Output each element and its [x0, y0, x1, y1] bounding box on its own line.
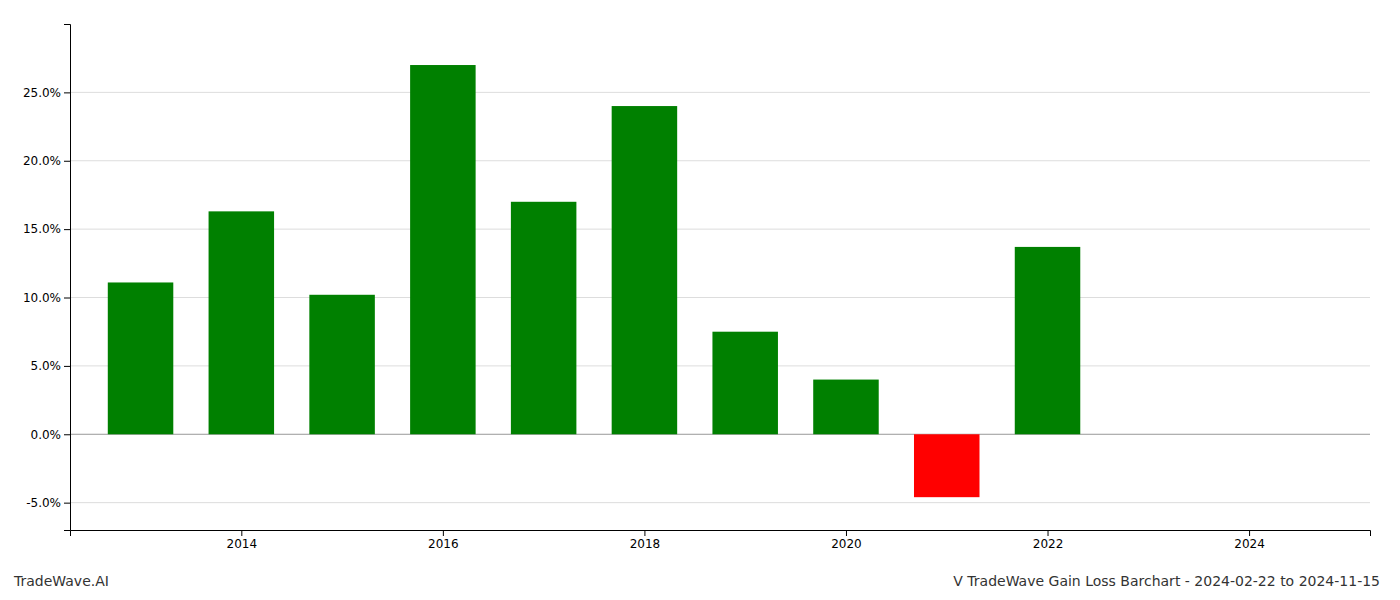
- grid-line: [70, 502, 1370, 503]
- y-tick-label: 5.0%: [31, 359, 62, 373]
- x-tick-mark: [1048, 530, 1049, 536]
- y-tick: -5.0%: [26, 496, 70, 510]
- y-tick-label: 15.0%: [23, 222, 61, 236]
- plot: 2014 2016 2018 2020 2022 2024 -5.0% 0.0% 5.0% 10.…: [23, 25, 1371, 551]
- bar: [813, 380, 879, 435]
- x-axis: 2014 2016 2018 2020 2022 2024: [71, 530, 1371, 551]
- y-tick-label: 10.0%: [23, 291, 61, 305]
- bar: [108, 282, 174, 434]
- grid-line: [70, 92, 1370, 93]
- title: V TradeWave Gain Loss Barchart - 2024-02…: [953, 573, 1380, 589]
- x-axis-line: [71, 531, 1371, 537]
- y-tick-label: -5.0%: [26, 496, 61, 510]
- x-tick: 2014: [227, 530, 258, 551]
- y-tick-mark: [64, 366, 70, 367]
- x-tick: 2022: [1033, 530, 1064, 551]
- y-tick-label: 0.0%: [31, 428, 62, 442]
- y-tick: 25.0%: [23, 86, 70, 100]
- y-tick: 20.0%: [23, 154, 70, 168]
- bar: [914, 434, 980, 497]
- chart: 2014 2016 2018 2020 2022 2024 -5.0% 0.0% 5.0% 10.…: [0, 0, 1400, 600]
- y-tick-mark: [64, 161, 70, 162]
- y-tick-mark: [64, 92, 70, 93]
- x-tick-mark: [443, 530, 444, 536]
- x-tick-label: 2024: [1234, 537, 1265, 551]
- x-tick-label: 2020: [831, 537, 862, 551]
- x-tick: 2018: [630, 530, 661, 551]
- y-tick-mark: [64, 503, 70, 504]
- watermark: TradeWave.AI: [13, 573, 109, 589]
- x-tick-label: 2016: [428, 537, 459, 551]
- bar: [511, 202, 577, 434]
- bar: [612, 106, 678, 434]
- bar: [712, 332, 778, 435]
- x-tick-mark: [1249, 530, 1250, 536]
- x-tick-mark: [846, 530, 847, 536]
- y-tick: 5.0%: [31, 359, 71, 373]
- bar: [410, 65, 476, 434]
- x-tick-label: 2018: [630, 537, 661, 551]
- bars: [108, 65, 1080, 497]
- y-tick-label: 25.0%: [23, 86, 61, 100]
- y-tick: 15.0%: [23, 222, 70, 236]
- y-tick-mark: [64, 298, 70, 299]
- y-axis-line: [64, 25, 71, 531]
- y-tick-mark: [64, 229, 70, 230]
- x-tick: 2020: [831, 530, 862, 551]
- x-tick: 2024: [1234, 530, 1265, 551]
- x-tick-mark: [644, 530, 645, 536]
- grid: [70, 92, 1370, 502]
- y-tick: 0.0%: [31, 428, 71, 442]
- bar: [1116, 434, 1182, 435]
- bar: [309, 295, 375, 434]
- y-tick: 10.0%: [23, 291, 70, 305]
- grid-line: [70, 160, 1370, 161]
- x-tick: 2016: [428, 530, 459, 551]
- y-tick-label: 20.0%: [23, 154, 61, 168]
- x-tick-label: 2022: [1033, 537, 1064, 551]
- bar: [1015, 247, 1081, 434]
- x-tick-label: 2014: [227, 537, 258, 551]
- x-tick-mark: [241, 530, 242, 536]
- y-axis: -5.0% 0.0% 5.0% 10.0% 15.0% 20.0% 25.0%: [23, 25, 71, 531]
- y-tick-mark: [64, 434, 70, 435]
- bar: [209, 211, 275, 434]
